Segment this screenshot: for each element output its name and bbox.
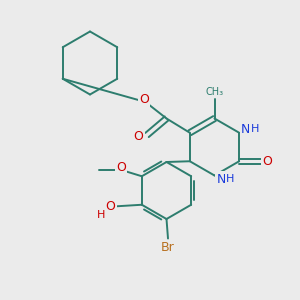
Text: O: O <box>134 130 143 143</box>
Text: CH₃: CH₃ <box>206 87 224 98</box>
Text: H: H <box>97 210 105 220</box>
Text: H: H <box>250 124 259 134</box>
Text: O: O <box>262 155 272 168</box>
Text: N: N <box>216 172 226 186</box>
Text: N: N <box>241 123 250 136</box>
Text: O: O <box>106 200 116 213</box>
Text: O: O <box>116 161 126 174</box>
Text: Br: Br <box>161 241 175 254</box>
Text: O: O <box>139 93 149 106</box>
Text: H: H <box>226 174 234 184</box>
